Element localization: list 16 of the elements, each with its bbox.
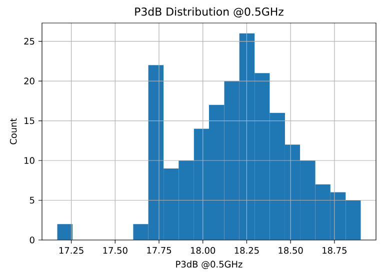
chart-title: P3dB Distribution @0.5GHz bbox=[135, 7, 284, 18]
x-tick-label: 17.75 bbox=[147, 247, 172, 254]
x-axis-title: P3dB @0.5GHz bbox=[176, 260, 242, 270]
y-tick-label: 0 bbox=[30, 236, 34, 244]
x-tick-label: 17.50 bbox=[103, 247, 128, 254]
x-tick-label: 17.25 bbox=[59, 247, 84, 254]
y-tick-label: 10 bbox=[24, 157, 34, 164]
y-axis-title: Count bbox=[10, 118, 17, 144]
x-tick-label: 18.75 bbox=[322, 247, 346, 254]
y-tick-label: 20 bbox=[24, 78, 34, 84]
x-tick-label: 18.00 bbox=[191, 247, 216, 254]
y-tick-label: 5 bbox=[30, 196, 34, 204]
x-tick-label: 18.50 bbox=[278, 247, 303, 254]
y-tick-label: 25 bbox=[24, 38, 34, 45]
x-tick-label: 18.25 bbox=[234, 247, 259, 254]
y-tick-label: 15 bbox=[24, 117, 34, 124]
